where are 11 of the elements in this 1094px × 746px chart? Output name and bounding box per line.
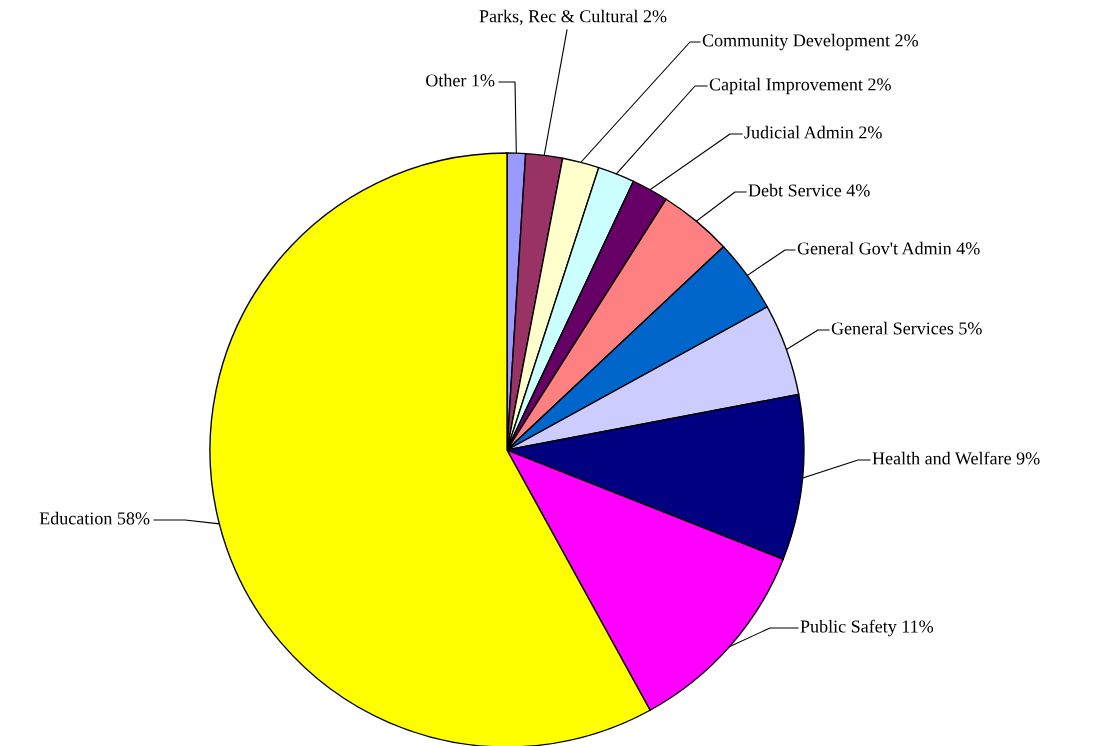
slice-label: Parks, Rec & Cultural 2% xyxy=(479,9,667,25)
slice-label: Other 1% xyxy=(426,73,495,87)
slice-label: Education 58% xyxy=(39,511,150,525)
slice-label: Health and Welfare 9% xyxy=(872,451,1040,465)
slice-label: Community Development 2% xyxy=(702,33,919,51)
slice-label: Public Safety 11% xyxy=(800,619,934,637)
slice-label: General Gov't Admin 4% xyxy=(797,241,980,255)
slice-label: Capital Improvement 2% xyxy=(709,77,891,95)
slice-label: General Services 5% xyxy=(831,321,982,335)
slice-label: Judicial Admin 2% xyxy=(744,125,882,139)
slice-label: Debt Service 4% xyxy=(748,183,870,197)
